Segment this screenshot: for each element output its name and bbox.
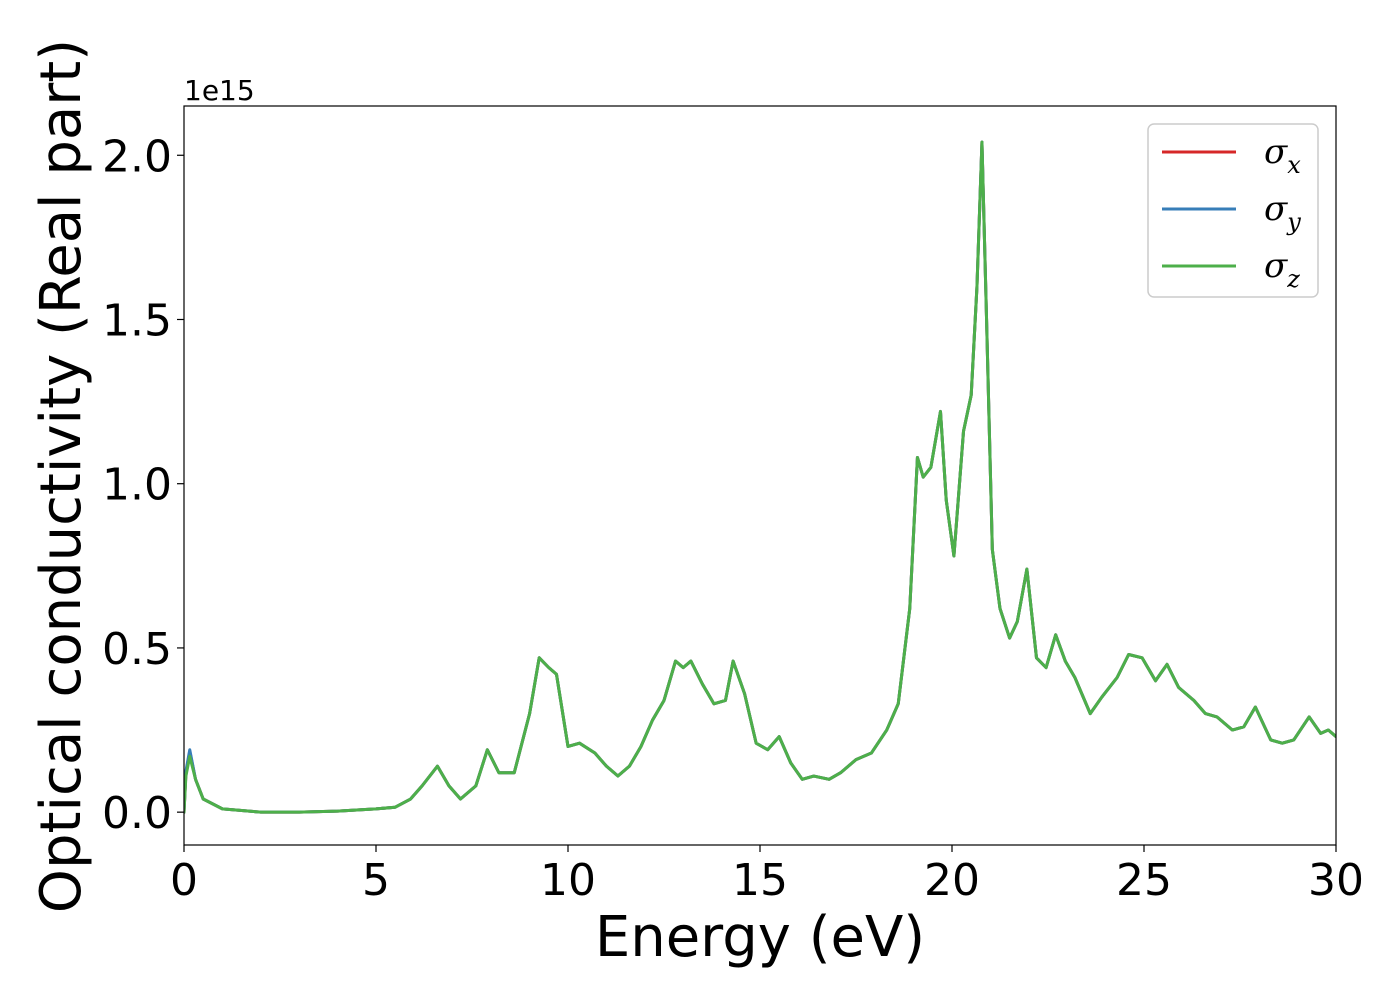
y-tick-label: 2.0 [102, 131, 172, 182]
series-line-sigma-z [184, 140, 1336, 814]
y-offset-text: 1e15 [184, 74, 255, 107]
legend-symbol: σ [1264, 246, 1288, 286]
legend-subscript: x [1287, 151, 1301, 179]
y-axis-label: Optical conductivity (Real part) [29, 39, 94, 913]
y-axis: 0.0 0.5 1.0 1.5 2.0 [102, 131, 184, 839]
y-tick-label: 0.0 [102, 788, 172, 839]
x-tick-label: 20 [924, 855, 980, 906]
y-tick-label: 0.5 [102, 624, 172, 675]
x-axis-label: Energy (eV) [595, 905, 925, 970]
legend-symbol: σ [1264, 132, 1288, 172]
legend-entry-sigma-y: σy [1264, 189, 1301, 236]
legend-subscript: y [1286, 208, 1301, 236]
x-tick-label: 30 [1308, 855, 1364, 906]
y-tick-label: 1.5 [102, 295, 172, 346]
x-tick-label: 15 [732, 855, 788, 906]
x-tick-label: 10 [540, 855, 596, 906]
x-axis: 0 5 10 15 20 25 30 [170, 845, 1364, 906]
x-tick-label: 25 [1116, 855, 1172, 906]
series-layer [184, 140, 1336, 814]
plot-area [183, 105, 1337, 846]
x-tick-label: 0 [170, 855, 198, 906]
legend-entry-sigma-x: σx [1264, 132, 1301, 179]
legend-symbol: σ [1264, 189, 1288, 229]
legend-entry-sigma-z: σz [1264, 246, 1300, 293]
legend-subscript: z [1286, 265, 1300, 293]
y-tick-label: 1.0 [102, 460, 172, 511]
x-tick-label: 5 [362, 855, 390, 906]
